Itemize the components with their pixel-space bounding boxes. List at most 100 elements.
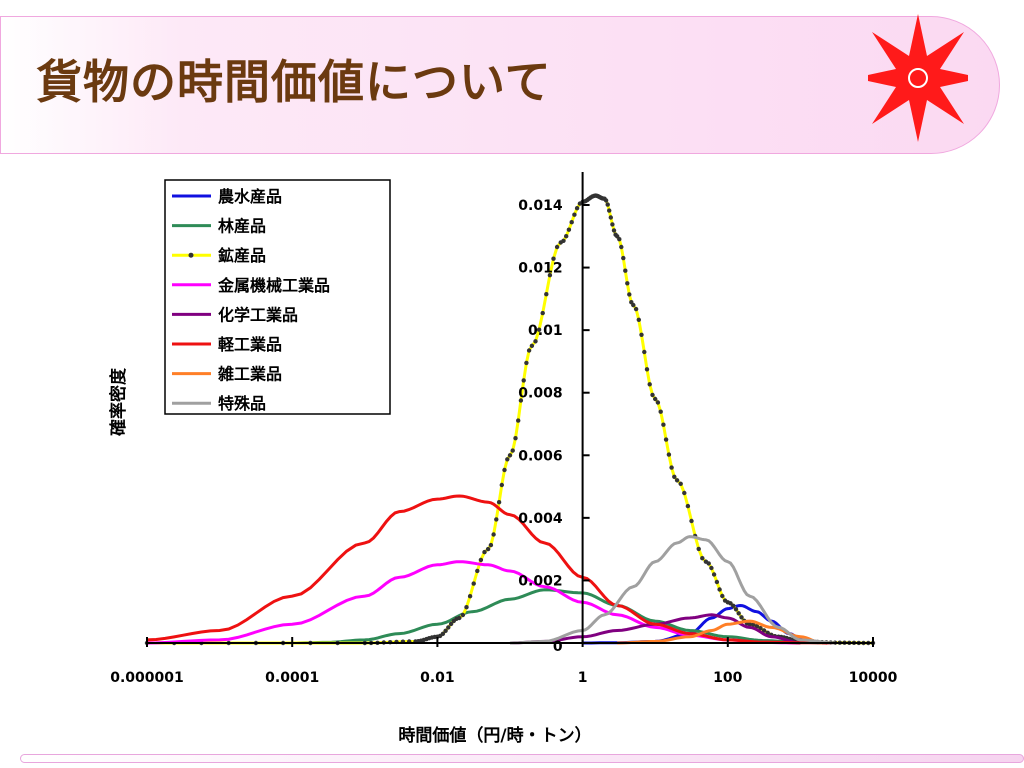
legend-label: 金属機械工業品: [217, 276, 330, 295]
series-marker: [448, 621, 454, 627]
legend-label: 林産品: [218, 217, 266, 236]
y-tick-label: 0.006: [518, 448, 562, 464]
series-line-5: [146, 494, 835, 645]
series-marker: [460, 612, 466, 618]
series-marker: [644, 367, 650, 372]
series-marker: [728, 601, 733, 606]
series-marker: [518, 398, 524, 403]
series-line-1: [147, 588, 835, 645]
series-marker: [533, 339, 538, 344]
x-tick-label: 0.000001: [110, 670, 184, 686]
series-marker: [619, 244, 624, 250]
series-marker: [633, 306, 639, 312]
series-marker: [714, 579, 720, 585]
series-marker: [717, 587, 722, 592]
series-marker: [650, 392, 655, 398]
x-tick-label: 10000: [849, 670, 898, 686]
series-marker: [547, 273, 553, 278]
series-marker: [524, 360, 529, 366]
y-tick-label: 0: [553, 639, 563, 655]
y-tick-label: 0.002: [518, 573, 562, 589]
series-marker: [631, 302, 636, 308]
x-axis-label: 時間価値（円/時・トン）: [398, 725, 591, 746]
series-marker: [510, 448, 515, 453]
legend-label: 特殊品: [218, 394, 266, 413]
series-marker: [706, 561, 711, 566]
series-marker: [758, 626, 763, 631]
series-marker: [765, 630, 770, 635]
legend-label: 化学工業品: [218, 305, 298, 324]
y-tick-label: 0.014: [518, 198, 563, 214]
series-marker: [709, 565, 714, 571]
series-marker: [540, 310, 545, 316]
series-marker: [733, 607, 739, 612]
series-marker: [610, 222, 615, 227]
series-marker: [669, 465, 674, 470]
series-marker: [623, 268, 628, 273]
y-tick-label: 0.012: [518, 261, 562, 277]
series-marker: [621, 255, 626, 261]
legend-label: 軽工業品: [218, 335, 282, 354]
series-marker: [475, 568, 480, 574]
series-marker: [720, 593, 725, 599]
series-marker: [446, 625, 451, 630]
series-marker: [574, 206, 580, 211]
series-marker: [689, 518, 694, 524]
series-marker: [639, 332, 644, 337]
series-marker: [617, 237, 622, 242]
series-marker: [653, 396, 658, 402]
series-marker: [554, 244, 560, 250]
series-marker: [457, 615, 462, 621]
series-marker: [666, 452, 672, 457]
series-marker: [566, 227, 572, 232]
y-tick-label: 0.01: [528, 323, 563, 339]
series-marker: [529, 343, 535, 348]
series-marker: [754, 624, 760, 629]
series-marker: [761, 628, 767, 633]
legend-label: 農水産品: [218, 187, 282, 206]
series-marker: [642, 349, 647, 355]
series-marker: [607, 208, 612, 213]
series-line-7: [509, 535, 836, 645]
legend-marker: [188, 252, 194, 258]
series-marker: [467, 594, 473, 599]
series-marker: [551, 256, 556, 261]
series-marker: [663, 437, 669, 442]
series-marker: [625, 281, 630, 286]
series-line-4: [509, 613, 801, 645]
series-marker: [485, 546, 491, 552]
series-marker: [627, 292, 632, 297]
series-marker: [672, 474, 677, 479]
y-axis-label: 確率密度: [108, 367, 129, 436]
x-tick-label: 0.0001: [265, 670, 319, 686]
series-marker: [636, 317, 641, 322]
x-tick-label: 0.01: [420, 670, 455, 686]
series-marker: [658, 409, 663, 414]
series-marker: [440, 631, 446, 636]
series-marker: [751, 622, 756, 627]
series-marker: [608, 215, 613, 220]
series-marker: [507, 453, 513, 458]
series-marker: [482, 549, 487, 555]
series-marker: [711, 572, 717, 577]
series-marker: [561, 238, 566, 243]
series-marker: [491, 532, 496, 537]
page-title: 貨物の時間価値について: [36, 55, 552, 109]
series-marker: [700, 556, 705, 561]
series-marker: [685, 503, 691, 509]
x-tick-label: 1: [578, 670, 588, 686]
series-marker: [516, 418, 521, 423]
series-marker: [499, 482, 504, 488]
series-marker: [488, 542, 494, 548]
series-marker: [536, 327, 542, 332]
series-marker: [471, 581, 476, 586]
series-marker: [611, 228, 617, 233]
series-marker: [747, 622, 752, 627]
title-band: [0, 16, 1000, 154]
series-marker: [478, 557, 484, 563]
series-marker: [655, 400, 661, 405]
series-marker: [605, 202, 610, 207]
series-marker: [502, 467, 507, 473]
axes-layer: 0.000001 0.0001 0.01 1 100 10000 0 0.002 0.004 0.…: [110, 172, 898, 686]
